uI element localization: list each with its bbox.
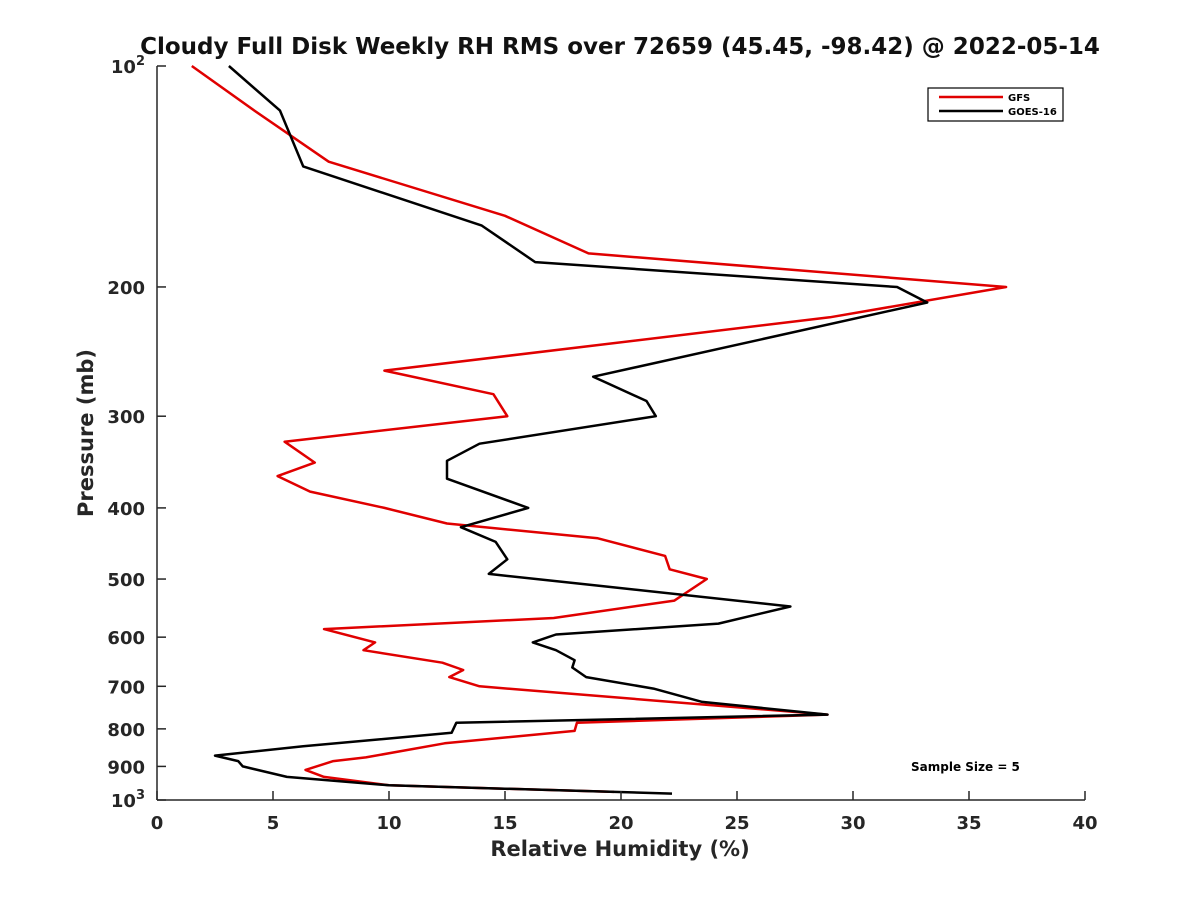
y-tick-label: 700 [107,677,145,698]
x-tick-label: 35 [956,813,981,834]
y-tick-label: 800 [107,720,145,741]
y-tick-label: 102 [111,54,145,78]
x-axis-label: Relative Humidity (%) [490,837,749,861]
x-tick-label: 0 [151,813,164,834]
x-tick-label: 40 [1072,813,1097,834]
y-tick-label: 500 [107,570,145,591]
x-axis-ticks: 0 5 10 15 20 25 30 35 40 [151,791,1098,834]
series-line-goes16 [213,65,929,795]
y-axis-ticks: 102 200 300 400 500 600 700 800 900 103 [107,54,166,812]
x-tick-label: 25 [724,813,749,834]
y-tick-label: 400 [107,499,145,520]
series-line-gfs [191,64,1008,794]
plot-area: 0 5 10 15 20 25 30 35 40 102 200 300 400 500 600 700 80… [107,54,1097,834]
y-tick-label: 300 [107,407,145,428]
legend-label-gfs: GFS [1008,93,1030,104]
series-layer [191,64,1008,795]
y-tick-label: 200 [107,278,145,299]
y-tick-label: 900 [107,757,145,778]
x-tick-label: 10 [376,813,401,834]
y-tick-label: 103 [111,788,145,812]
legend: GFS GOES-16 [927,87,1064,122]
y-axis-label: Pressure (mb) [74,349,98,517]
x-tick-label: 15 [492,813,517,834]
x-tick-label: 20 [608,813,633,834]
legend-box [927,87,1064,122]
chart-title: Cloudy Full Disk Weekly RH RMS over 7265… [140,34,1100,60]
x-tick-label: 30 [840,813,865,834]
legend-label-goes16: GOES-16 [1008,107,1057,118]
sample-size-annotation: Sample Size = 5 [911,760,1020,774]
x-tick-label: 5 [267,813,280,834]
y-tick-label: 600 [107,628,145,649]
